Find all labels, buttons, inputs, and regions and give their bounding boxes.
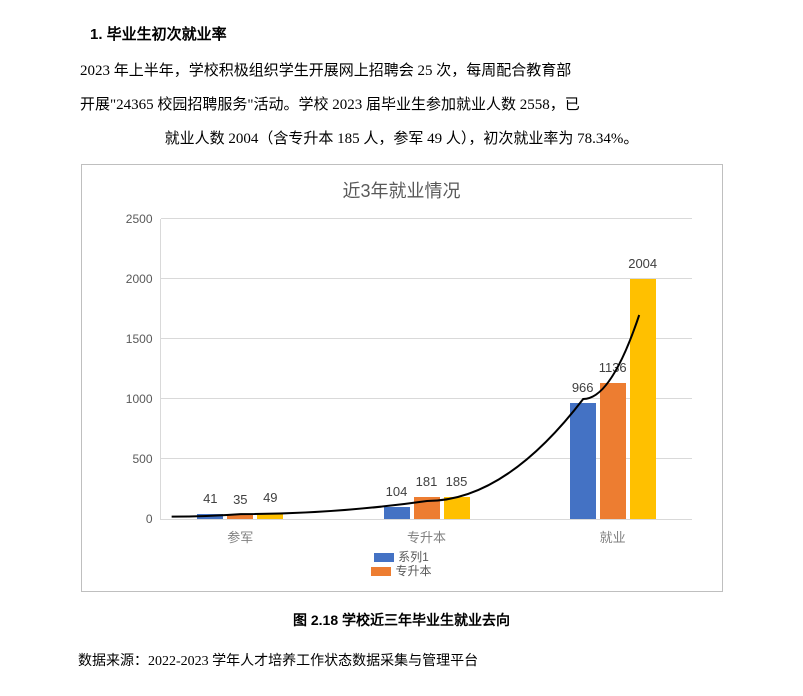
legend-label: 专升本 — [395, 564, 431, 578]
chart-plot-area: 05001000150020002500413549参军104181185专升本… — [160, 219, 692, 520]
section-heading: 1. 毕业生初次就业率 — [90, 20, 763, 50]
chart-y-tick-label: 500 — [113, 447, 153, 471]
chart-legend-item: 系列1 — [374, 550, 429, 564]
chart-y-tick-label: 0 — [113, 507, 153, 531]
legend-swatch — [374, 553, 394, 562]
chart-x-category-label: 参军 — [180, 525, 300, 551]
legend-label: 系列1 — [398, 550, 429, 564]
chart-y-tick-label: 2500 — [113, 207, 153, 231]
chart-y-tick-label: 1000 — [113, 387, 153, 411]
legend-swatch — [371, 567, 391, 576]
chart-legend-item: 专升本 — [371, 564, 431, 578]
employment-chart: 近3年就业情况 05001000150020002500413549参军1041… — [81, 164, 723, 592]
body-line-1: 2023 年上半年，学校积极组织学生开展网上招聘会 25 次，每周配合教育部 — [50, 56, 753, 86]
chart-y-tick-label: 2000 — [113, 267, 153, 291]
body-line-3: 就业人数 2004（含专升本 185 人，参军 49 人），初次就业率为 78.… — [50, 124, 753, 154]
chart-trend-line — [161, 219, 693, 519]
chart-y-tick-label: 1500 — [113, 327, 153, 351]
body-line-2: 开展"24365 校园招聘服务"活动。学校 2023 届毕业生参加就业人数 25… — [50, 90, 753, 120]
chart-x-category-label: 就业 — [553, 525, 673, 551]
data-source: 数据来源：2022-2023 学年人才培养工作状态数据采集与管理平台 — [50, 648, 753, 676]
chart-title: 近3年就业情况 — [82, 165, 722, 219]
chart-x-category-label: 专升本 — [367, 525, 487, 551]
figure-caption: 图 2.18 学校近三年毕业生就业去向 — [40, 606, 763, 634]
